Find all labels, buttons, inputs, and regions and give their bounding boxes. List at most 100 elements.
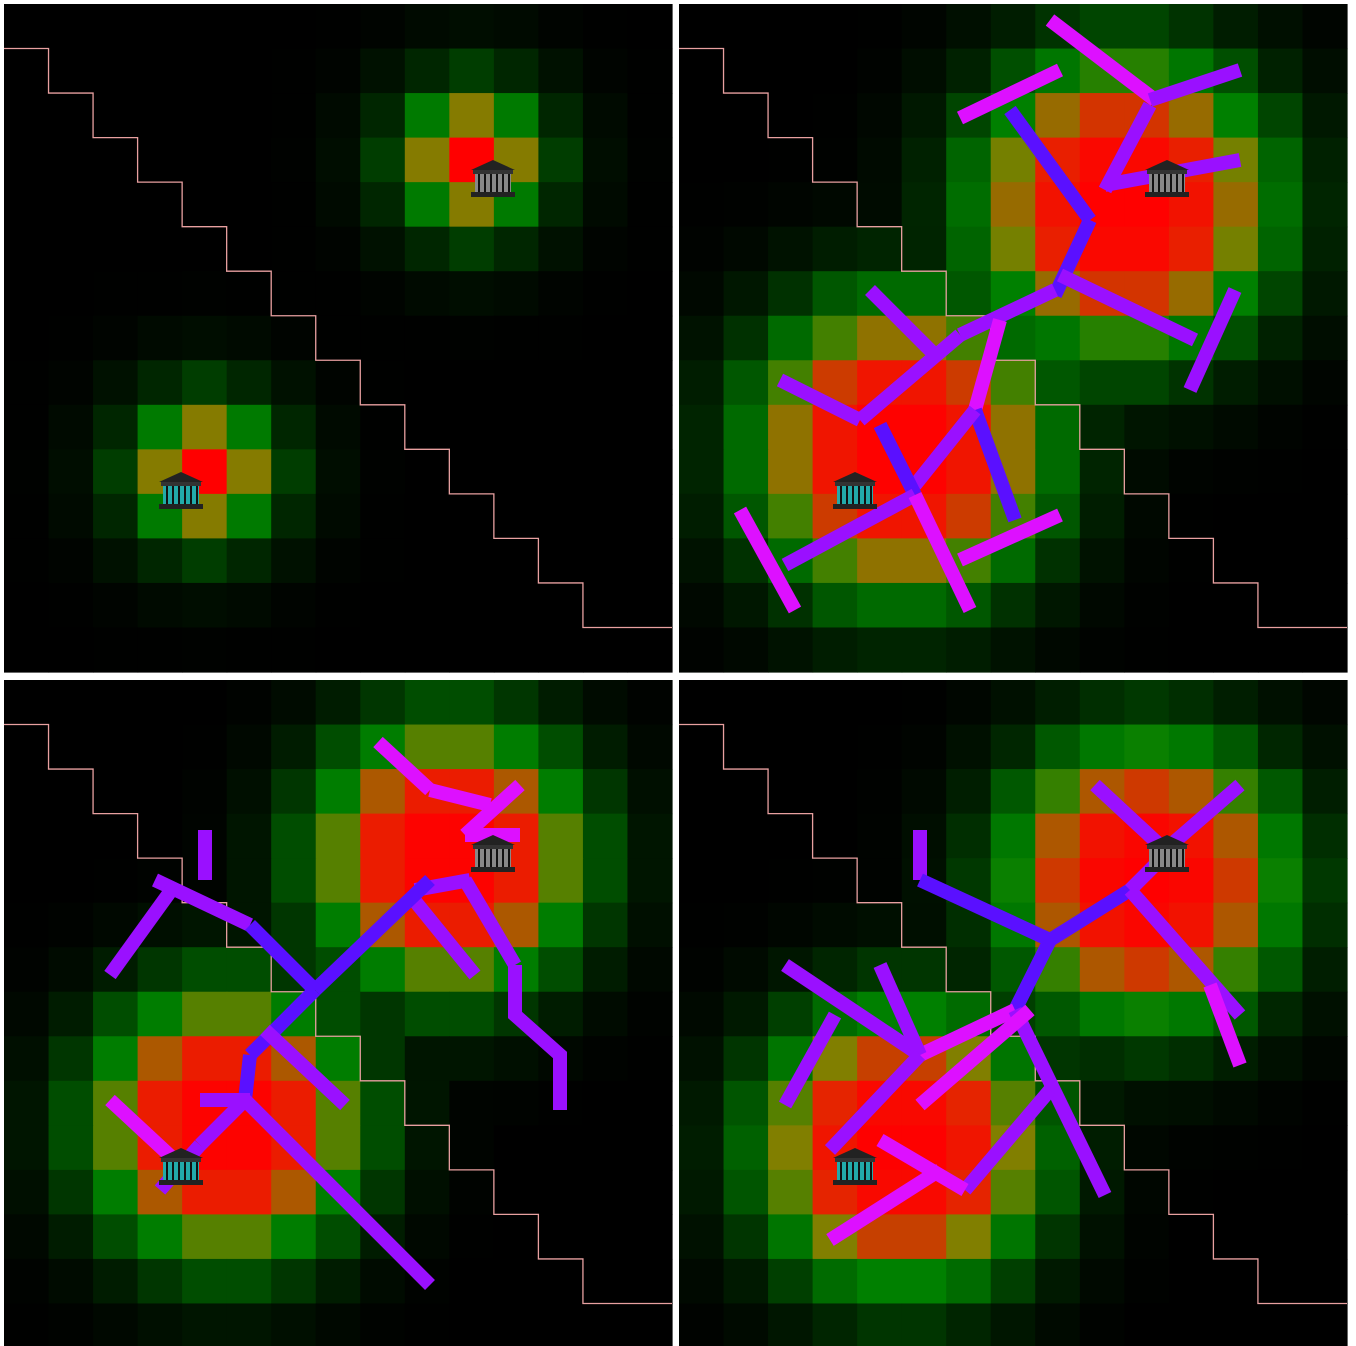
heat-cell [990, 1169, 1036, 1215]
heat-cell [1168, 538, 1214, 584]
heat-cell [1257, 93, 1304, 139]
heat-cell [627, 538, 673, 584]
heat-cell [48, 947, 94, 993]
heat-cell [4, 137, 50, 183]
heat-cell [137, 1303, 183, 1346]
heat-cell [627, 582, 673, 629]
heat-cell [679, 902, 725, 948]
heat-cell [93, 449, 139, 495]
heat-cell [582, 404, 629, 450]
heat-cell [812, 813, 858, 859]
rod [968, 407, 1022, 523]
heat-cell [946, 493, 992, 539]
heat-cell [1168, 1080, 1214, 1126]
heat-cell [449, 991, 495, 1037]
heat-cell [582, 813, 629, 859]
heat-cell [271, 4, 317, 50]
heat-cell [582, 538, 629, 584]
heat-cell [679, 813, 725, 859]
heat-cell [679, 1036, 725, 1082]
heat-cell [1213, 627, 1259, 673]
heat-cell [315, 4, 361, 50]
heat-cell [1079, 991, 1125, 1037]
heat-cell [857, 137, 903, 183]
rod [957, 283, 1058, 342]
heat-cell [315, 271, 361, 317]
heat-cell [137, 582, 183, 629]
heat-cell [723, 1080, 769, 1126]
heat-cell [1302, 315, 1348, 361]
heat-cell [582, 769, 629, 815]
heat-cell [226, 4, 272, 50]
heat-cell [990, 769, 1036, 815]
heat-cell [768, 182, 814, 228]
heat-cell [1213, 1214, 1259, 1260]
heat-cell [137, 769, 183, 815]
heat-cell [1213, 724, 1259, 770]
heat-cell [449, 1169, 495, 1215]
heat-cell [226, 538, 272, 584]
heat-cell [946, 182, 992, 228]
heat-cell [1257, 1080, 1304, 1126]
heat-cell [360, 1036, 406, 1082]
rod [781, 488, 919, 572]
heat-cell [137, 947, 183, 993]
heat-cell [4, 680, 50, 726]
heat-cell [946, 271, 992, 317]
heat-cell [582, 93, 629, 139]
rod [1098, 101, 1157, 194]
heat-cell [1213, 858, 1259, 904]
heat-cell [901, 1303, 947, 1346]
heat-cell [182, 1303, 228, 1346]
heat-cell [182, 680, 228, 726]
heat-cell [946, 680, 992, 726]
heat-cell [1168, 1169, 1214, 1215]
heat-cell [1257, 449, 1304, 495]
heat-cell [4, 1036, 50, 1082]
heat-cell [538, 680, 584, 726]
heat-cell [404, 627, 450, 673]
heat-cell [723, 902, 769, 948]
rod [873, 421, 922, 499]
heat-cell [315, 315, 361, 361]
heat-cell [627, 226, 673, 272]
heat-cell [404, 449, 450, 495]
heat-cell [1168, 1303, 1214, 1346]
heat-cell [1035, 813, 1081, 859]
heat-cell [768, 1303, 814, 1346]
rod [1046, 884, 1134, 946]
heat-cell [315, 1303, 361, 1346]
heat-cell [627, 360, 673, 406]
heat-cell [679, 1303, 725, 1346]
heat-cell [627, 769, 673, 815]
heat-cell [493, 582, 539, 629]
heat-cell [48, 4, 94, 50]
rod [1090, 779, 1170, 856]
heat-cell [679, 1080, 725, 1126]
heat-cell [137, 360, 183, 406]
heat-cell [226, 582, 272, 629]
heat-cell [315, 493, 361, 539]
heat-cell [538, 724, 584, 770]
heat-cell [315, 769, 361, 815]
heat-cell [1302, 4, 1348, 50]
heat-cell [493, 680, 539, 726]
heat-cell [1257, 582, 1304, 629]
heat-cell [1079, 582, 1125, 629]
heat-cell [48, 404, 94, 450]
heat-cell [627, 271, 673, 317]
heat-cell [1124, 769, 1170, 815]
heat-cell [582, 1214, 629, 1260]
heat-cell [627, 902, 673, 948]
heat-cell [48, 1169, 94, 1215]
heat-cell [768, 991, 814, 1037]
heat-cell [1213, 93, 1259, 139]
heat-cell [1257, 226, 1304, 272]
heat-cell [812, 315, 858, 361]
heat-cell [990, 1214, 1036, 1260]
heat-cell [137, 1080, 183, 1126]
rod [908, 491, 977, 614]
heat-cell [768, 226, 814, 272]
heat-cell [1035, 360, 1081, 406]
heat-cell [857, 1303, 903, 1346]
